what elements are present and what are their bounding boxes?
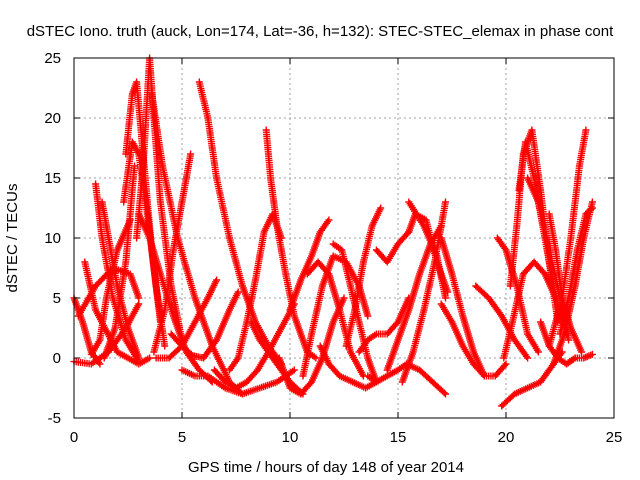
y-axis-label: dSTEC / TECUs <box>4 184 21 293</box>
x-tick-label: 10 <box>282 429 299 446</box>
data-series <box>210 300 298 392</box>
data-series <box>100 162 138 362</box>
data-point-markers <box>210 300 298 392</box>
data-point-markers <box>329 240 380 386</box>
data-point-markers <box>150 150 195 356</box>
y-tick-label: 5 <box>53 290 61 307</box>
data-series <box>152 276 221 362</box>
y-tick-label: 10 <box>44 230 61 247</box>
data-series <box>329 240 380 386</box>
x-tick-label: 25 <box>606 429 623 446</box>
data-series <box>316 342 380 392</box>
data-point-markers <box>355 294 413 356</box>
data-point-markers <box>403 360 449 398</box>
data-series <box>556 204 596 338</box>
x-axis-ticks: 0 5 10 15 20 25 <box>70 58 623 446</box>
data-point-markers <box>152 276 221 362</box>
data-series <box>437 234 488 380</box>
data-point-markers <box>563 350 596 368</box>
y-tick-label: 25 <box>44 50 61 67</box>
data-point-markers <box>100 162 138 362</box>
x-tick-label: 20 <box>498 429 515 446</box>
y-tick-label: 20 <box>44 110 61 127</box>
x-tick-label: 15 <box>390 429 407 446</box>
x-tick-label: 5 <box>178 429 186 446</box>
data-series <box>167 288 242 362</box>
data-series <box>286 216 333 314</box>
data-point-markers <box>303 258 367 380</box>
data-point-markers <box>342 204 385 350</box>
data-point-markers <box>437 234 488 380</box>
y-tick-label: 15 <box>44 170 61 187</box>
data-point-markers <box>286 216 333 314</box>
y-tick-label: 0 <box>53 350 61 367</box>
data-point-markers <box>545 126 590 350</box>
data-point-markers <box>364 360 411 386</box>
y-axis-ticks: -5 0 5 10 15 20 25 <box>44 50 614 427</box>
data-series <box>403 360 449 398</box>
x-axis-label: GPS time / hours of day 148 of year 2014 <box>188 459 464 476</box>
data-series <box>545 126 590 350</box>
data-series <box>133 54 186 344</box>
data-point-markers <box>556 204 596 338</box>
data-series <box>563 350 596 368</box>
data-point-markers <box>167 288 242 362</box>
data-series <box>299 252 372 380</box>
chart-title: dSTEC Iono. truth (auck, Lon=174, Lat=-3… <box>27 23 614 40</box>
data-series <box>355 294 413 356</box>
y-tick-label: -5 <box>48 410 61 427</box>
data-series <box>405 198 449 302</box>
data-series <box>342 204 385 350</box>
data-point-markers <box>316 342 380 392</box>
data-point-markers <box>299 252 372 380</box>
data-series <box>150 150 195 356</box>
data-point-markers <box>372 228 413 266</box>
data-series <box>303 258 367 380</box>
x-tick-label: 0 <box>70 429 78 446</box>
data-point-markers <box>133 54 186 344</box>
data-series <box>372 228 413 266</box>
data-point-markers <box>262 126 320 362</box>
data-marks <box>70 54 596 410</box>
data-point-markers <box>405 198 449 302</box>
data-series <box>262 126 320 362</box>
data-series <box>364 360 411 386</box>
